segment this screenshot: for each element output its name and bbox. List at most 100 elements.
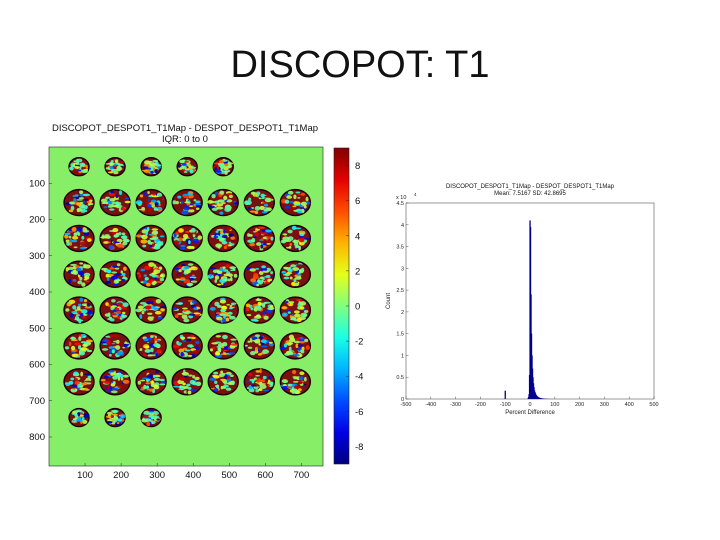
slice-voxel [76, 268, 83, 271]
slice-voxel [73, 162, 77, 166]
slice-voxel [193, 346, 200, 350]
slice-voxel [109, 417, 117, 423]
slice-voxel [298, 338, 306, 341]
slice-voxel [228, 381, 234, 386]
slice-voxel [152, 159, 159, 162]
slice-voxel [219, 190, 225, 195]
brain-slice-outline [207, 260, 239, 288]
slice-voxel [261, 194, 268, 198]
brain-slice-outline [171, 368, 203, 396]
slice-voxel [82, 419, 88, 424]
slice-voxel [154, 341, 158, 343]
slice-voxel [67, 269, 74, 274]
slice-voxel [101, 348, 109, 351]
slice-voxel [217, 162, 225, 166]
slice-voxel [154, 339, 160, 342]
slice-voxel [225, 371, 232, 376]
slice-voxel [177, 272, 182, 275]
slice-voxel [154, 351, 159, 357]
slice-voxel [260, 233, 265, 236]
slice-voxel [282, 200, 287, 203]
slice-voxel [223, 169, 231, 173]
slice-voxel [65, 202, 72, 206]
slice-voxel [225, 264, 231, 268]
slice-voxel [258, 270, 264, 275]
slice-voxel [64, 234, 69, 239]
slice-voxel [256, 283, 260, 287]
slice-voxel [183, 171, 188, 173]
slice-voxel [72, 166, 77, 170]
slice-voxel [150, 194, 156, 197]
slice-voxel [122, 379, 130, 384]
slice-voxel [80, 240, 84, 243]
slice-voxel [117, 160, 125, 164]
slice-voxel [138, 273, 142, 279]
slice-voxel [299, 382, 304, 386]
slice-voxel [114, 421, 121, 426]
slice-voxel [152, 281, 156, 286]
slice-voxel [157, 316, 163, 320]
slice-voxel [286, 271, 293, 275]
slice-voxel [173, 308, 180, 311]
slice-voxel [120, 316, 123, 320]
brain-slice-outline [171, 188, 203, 217]
slice-voxel [76, 411, 81, 416]
slice-voxel [153, 201, 161, 204]
slice-voxel [301, 201, 307, 206]
slice-voxel [73, 269, 77, 273]
brain-slice [99, 188, 131, 217]
slice-voxel [116, 263, 121, 267]
slice-voxel [213, 387, 219, 393]
slice-voxel [293, 277, 297, 283]
slice-voxel [285, 340, 290, 345]
slice-voxel [106, 419, 114, 421]
slice-voxel [79, 387, 87, 391]
slice-voxel [249, 210, 257, 213]
slice-voxel [258, 336, 264, 340]
brain-slice-outline [243, 260, 276, 288]
slice-voxel [80, 385, 83, 388]
slice-voxel [148, 194, 155, 198]
slice-voxel [256, 378, 262, 383]
slice-voxel [110, 347, 117, 353]
slice-voxel [160, 305, 167, 309]
slice-voxel [195, 340, 200, 345]
slice-voxel [296, 264, 304, 268]
slice-voxel [293, 353, 300, 357]
slice-voxel [150, 381, 155, 386]
map-y-tick-label: 100 [29, 178, 45, 189]
slice-voxel [295, 191, 301, 194]
slice-voxel [222, 201, 226, 206]
slice-voxel [220, 309, 226, 313]
brain-slice [135, 368, 167, 396]
slice-voxel [139, 194, 144, 198]
slice-voxel [216, 350, 222, 353]
slice-voxel [154, 244, 159, 249]
slice-voxel [71, 412, 78, 416]
slice-voxel [146, 387, 150, 391]
slice-voxel [209, 306, 216, 311]
slice-voxel [146, 300, 154, 305]
slice-voxel [105, 201, 109, 205]
slice-voxel [287, 229, 293, 234]
slice-voxel [66, 230, 74, 233]
slice-voxel [225, 191, 233, 195]
slice-voxel [224, 170, 228, 175]
slice-voxel [76, 228, 80, 233]
slice-voxel [255, 370, 261, 373]
slice-voxel [224, 373, 231, 378]
slice-voxel [110, 390, 118, 394]
slice-voxel [270, 236, 274, 241]
slice-voxel [178, 229, 182, 233]
slice-voxel [154, 277, 158, 280]
slice-voxel [108, 316, 113, 319]
slice-voxel [112, 312, 119, 316]
slice-voxel [255, 349, 259, 353]
slice-voxel [281, 270, 286, 274]
slice-voxel [295, 245, 300, 249]
slice-voxel [151, 380, 154, 384]
slice-voxel [76, 209, 81, 213]
slice-voxel [77, 416, 82, 421]
slice-voxel [73, 232, 81, 236]
slice-voxel [260, 342, 265, 345]
